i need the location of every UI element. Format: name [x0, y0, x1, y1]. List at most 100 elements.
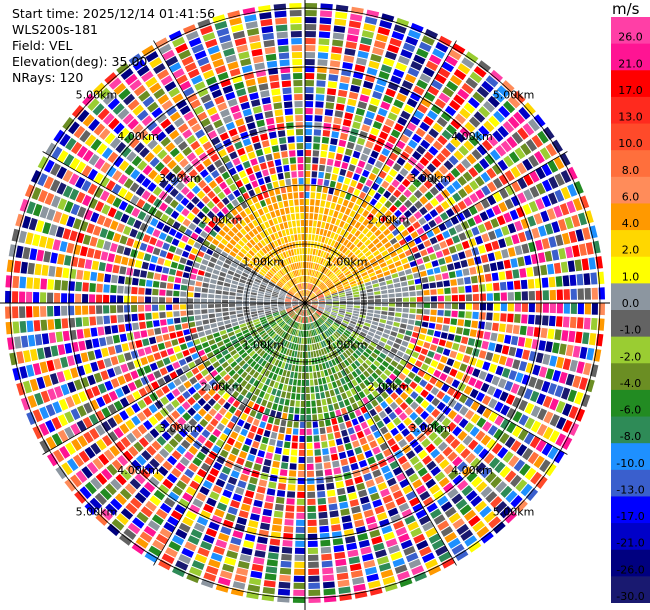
velocity-cell — [176, 480, 187, 490]
velocity-cell — [446, 124, 457, 135]
velocity-cell — [321, 286, 327, 291]
velocity-cell — [306, 283, 308, 290]
velocity-cell — [212, 361, 221, 369]
velocity-cell — [392, 490, 404, 500]
velocity-cell — [254, 550, 266, 558]
velocity-cell — [318, 378, 323, 385]
velocity-cell — [395, 297, 402, 302]
velocity-cell — [278, 295, 285, 298]
velocity-cell — [387, 44, 400, 54]
velocity-cell — [292, 304, 299, 307]
velocity-cell — [178, 49, 191, 60]
velocity-cell — [61, 462, 73, 476]
velocity-cell — [148, 476, 160, 488]
velocity-cell — [236, 516, 247, 526]
velocity-cell — [310, 248, 313, 255]
velocity-cell — [323, 311, 330, 315]
velocity-cell — [367, 292, 374, 296]
velocity-cell — [155, 112, 167, 124]
velocity-cell — [388, 544, 400, 554]
velocity-cell — [485, 491, 498, 503]
velocity-cell — [249, 204, 257, 213]
velocity-cell — [67, 381, 77, 393]
velocity-cell — [310, 351, 314, 358]
velocity-cell — [229, 292, 236, 296]
velocity-cell — [278, 304, 285, 306]
velocity-cell — [459, 504, 472, 516]
velocity-cell — [229, 183, 238, 192]
velocity-cell — [134, 379, 143, 389]
velocity-cell — [317, 491, 326, 498]
velocity-cell — [291, 287, 297, 293]
velocity-cell — [380, 373, 388, 381]
velocity-cell — [131, 286, 138, 295]
velocity-cell — [387, 135, 397, 145]
velocity-cell — [312, 421, 319, 428]
velocity-cell — [272, 217, 279, 225]
velocity-cell — [294, 322, 298, 329]
velocity-cell — [203, 100, 215, 110]
velocity-cell — [148, 263, 156, 271]
velocity-cell — [384, 210, 393, 218]
velocity-cell — [287, 413, 294, 421]
velocity-cell — [280, 289, 287, 294]
velocity-cell — [154, 453, 165, 464]
velocity-cell — [189, 480, 200, 491]
velocity-cell — [97, 87, 111, 101]
velocity-cell — [321, 236, 326, 243]
velocity-cell — [300, 407, 305, 414]
velocity-cell — [254, 244, 261, 251]
velocity-cell — [430, 386, 440, 396]
velocity-cell — [319, 273, 324, 280]
velocity-cell — [471, 149, 482, 160]
velocity-cell — [422, 455, 433, 465]
velocity-cell — [425, 443, 436, 454]
velocity-cell — [178, 498, 190, 509]
velocity-cell — [149, 57, 163, 69]
velocity-cell — [175, 528, 188, 540]
velocity-cell — [221, 206, 229, 215]
velocity-cell — [535, 303, 542, 313]
velocity-cell — [318, 299, 325, 302]
velocity-cell — [57, 414, 68, 427]
velocity-cell — [192, 402, 202, 412]
velocity-cell — [280, 322, 286, 327]
velocity-cell — [321, 136, 330, 144]
velocity-cell — [528, 154, 539, 168]
velocity-cell — [190, 247, 199, 255]
velocity-cell — [281, 215, 287, 222]
velocity-cell — [369, 198, 378, 206]
velocity-cell — [192, 498, 204, 508]
velocity-cell — [338, 386, 345, 394]
velocity-cell — [269, 320, 276, 326]
velocity-cell — [240, 326, 248, 332]
velocity-cell — [389, 204, 398, 213]
velocity-cell — [124, 286, 131, 294]
velocity-cell — [34, 334, 43, 346]
velocity-cell — [372, 238, 380, 245]
velocity-cell — [348, 164, 356, 172]
velocity-cell — [461, 57, 475, 69]
velocity-cell — [305, 143, 312, 150]
velocity-cell — [331, 524, 341, 532]
velocity-cell — [268, 319, 275, 324]
velocity-cell — [549, 303, 556, 314]
velocity-cell — [223, 316, 230, 321]
velocity-cell — [254, 112, 264, 121]
velocity-cell — [250, 300, 256, 303]
velocity-cell — [475, 481, 488, 493]
velocity-cell — [370, 424, 378, 433]
velocity-cell — [105, 336, 114, 345]
velocity-cell — [201, 195, 211, 204]
velocity-cell — [458, 344, 467, 353]
velocity-cell — [359, 382, 367, 390]
velocity-cell — [102, 113, 115, 125]
velocity-cell — [361, 124, 371, 133]
velocity-cell — [430, 448, 441, 459]
velocity-cell — [286, 307, 292, 311]
velocity-cell — [296, 505, 305, 512]
velocity-cell — [69, 230, 78, 242]
velocity-cell — [252, 219, 259, 227]
velocity-cell — [364, 163, 373, 172]
velocity-cell — [305, 199, 310, 206]
